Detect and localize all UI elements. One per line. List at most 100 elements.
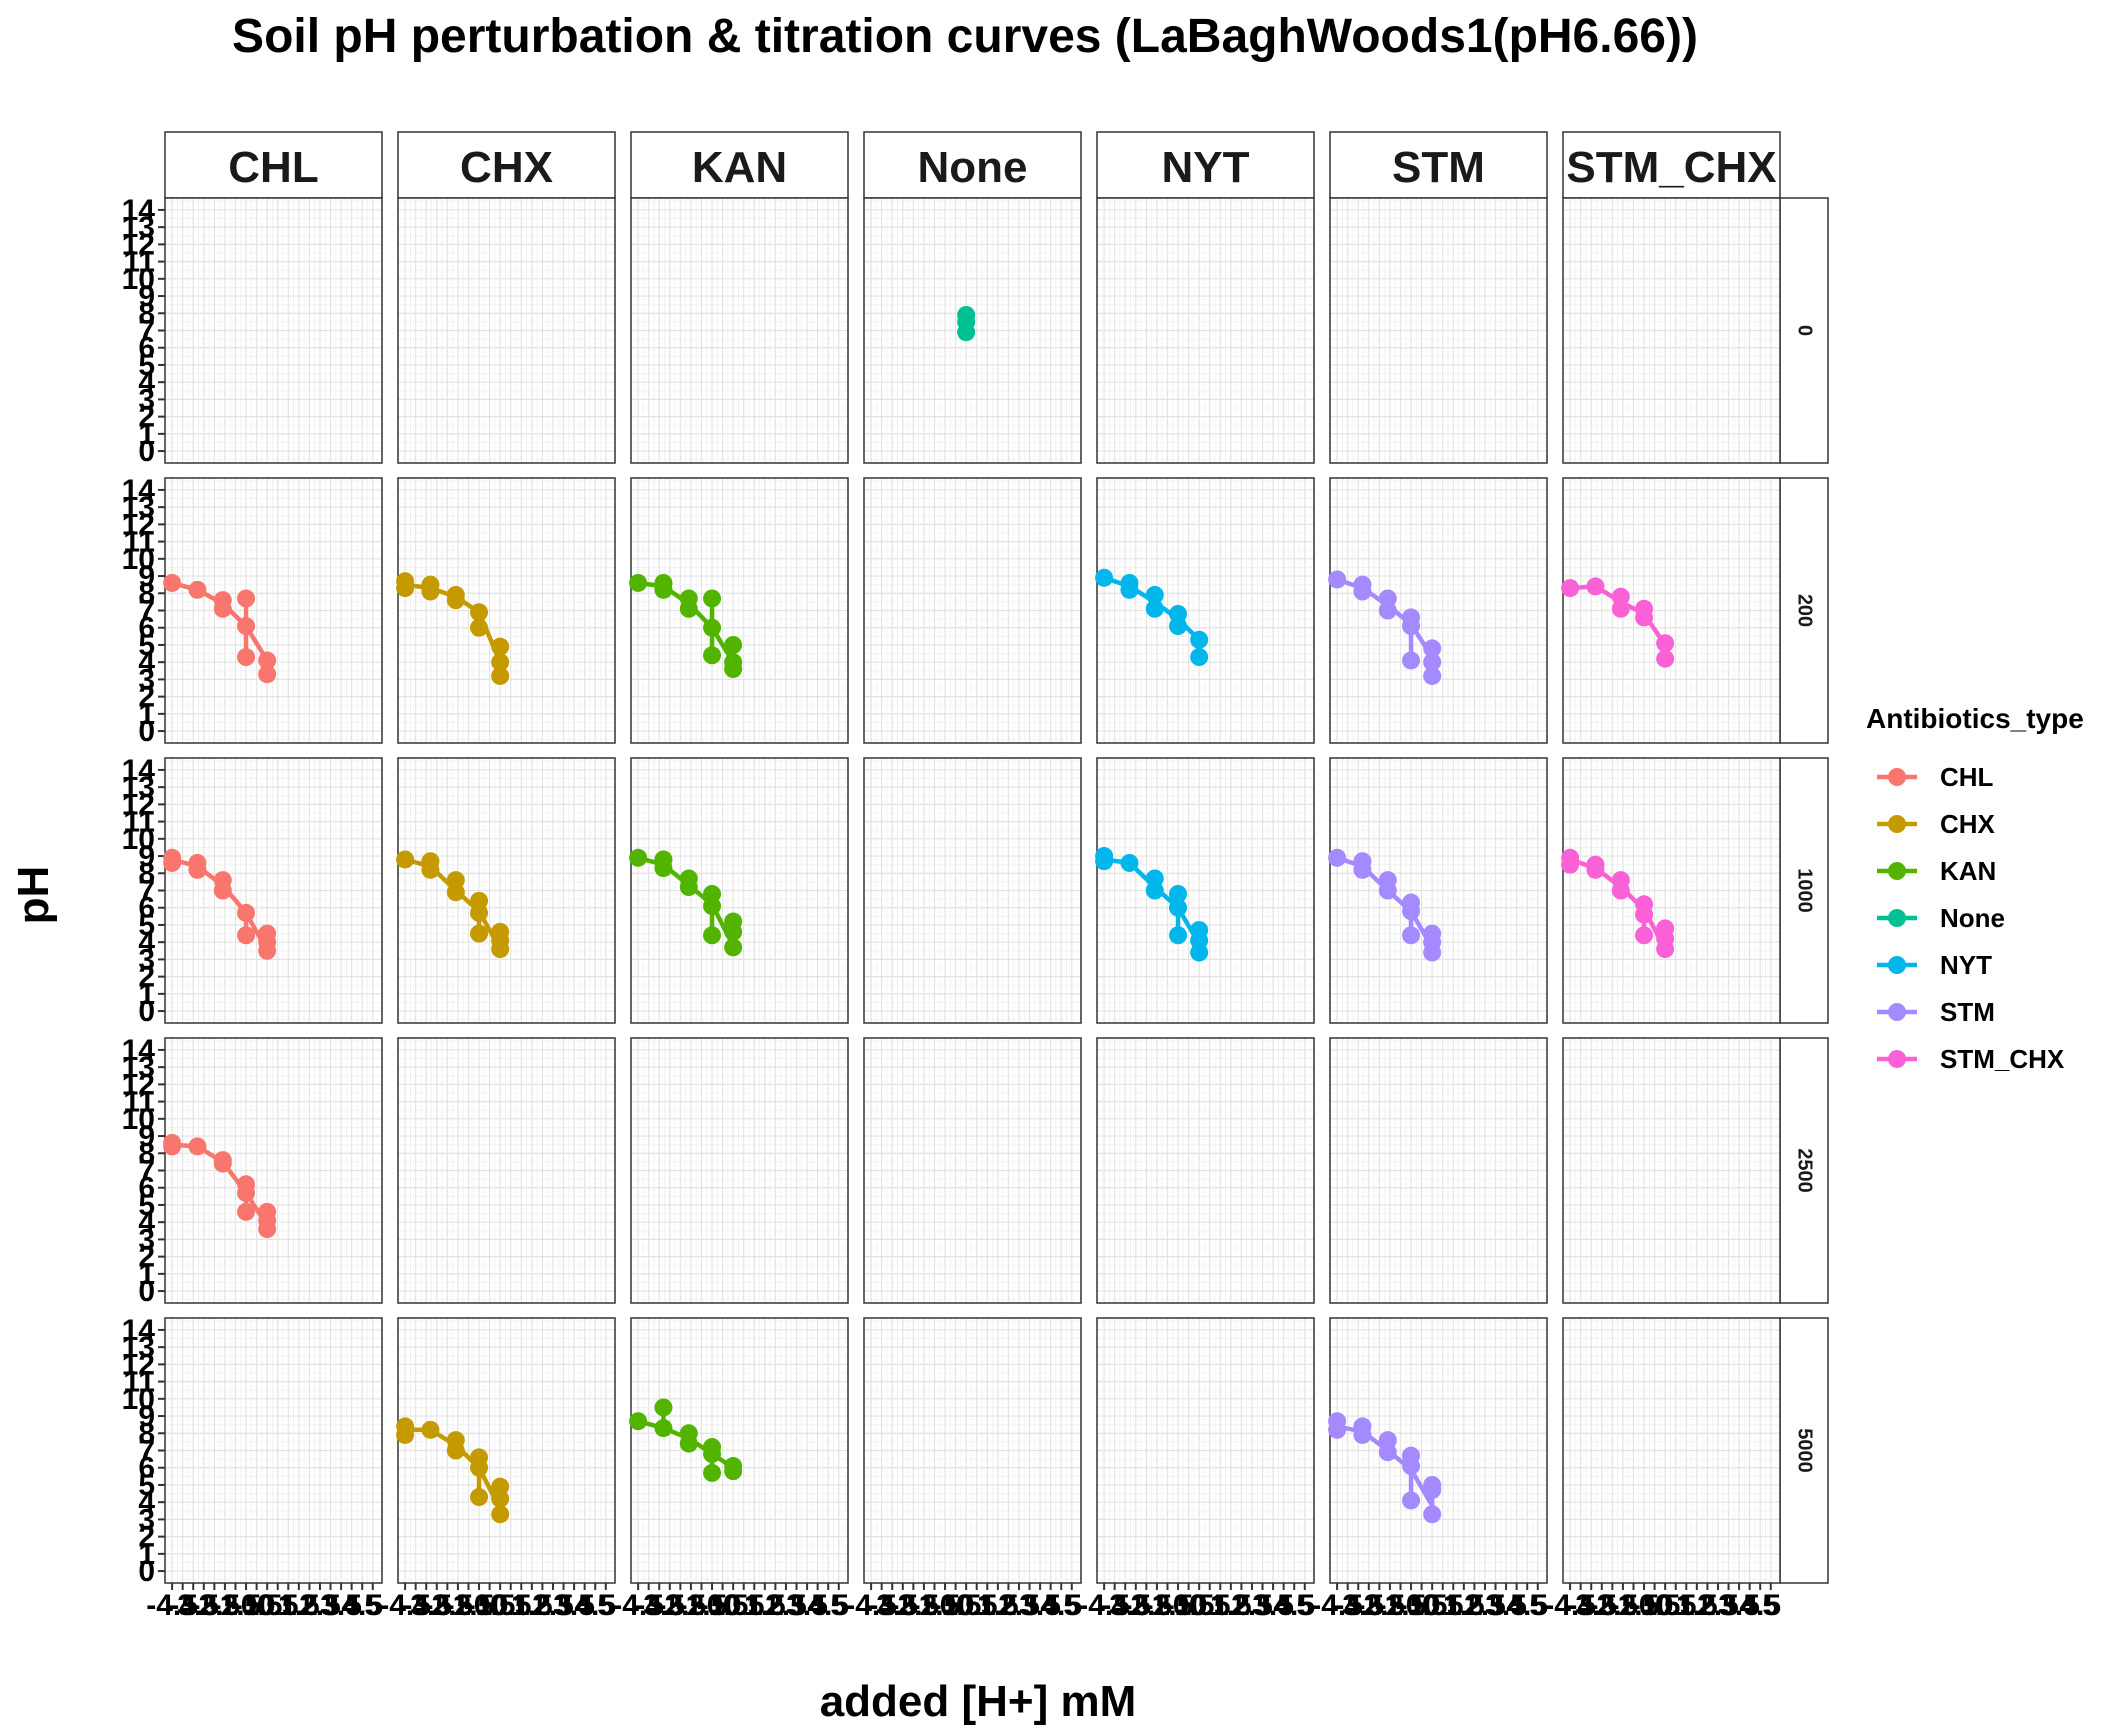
x-tick-label: 1.5 [278, 1589, 320, 1622]
x-tick-label: 2.5 [299, 1589, 341, 1622]
x-tick-label: 4 [576, 1589, 593, 1622]
facet-panel [397, 1317, 616, 1584]
x-tick-label: 2 [301, 1589, 318, 1622]
x-tick-label: -2.5 [1121, 1589, 1173, 1622]
facet-panel [397, 197, 616, 464]
panel-border [630, 1037, 849, 1304]
x-tick-label: 1 [513, 1589, 530, 1622]
x-tick-label: -2.5 [655, 1589, 707, 1622]
facet-panel [1096, 197, 1315, 464]
x-tick-label: 3 [1720, 1589, 1737, 1622]
data-point [629, 573, 648, 592]
facet-panel [397, 1037, 616, 1304]
y-tick-label: 5 [138, 629, 155, 662]
x-tick-label: -1.5 [443, 1589, 495, 1622]
x-tick-label: 2 [1466, 1589, 1483, 1622]
data-point [1423, 1481, 1442, 1500]
facet-col-label: KAN [692, 143, 787, 192]
chart-title: Soil pH perturbation & titration curves … [232, 10, 1698, 63]
data-point [421, 582, 440, 601]
data-point [1656, 940, 1675, 959]
data-point [470, 924, 489, 943]
x-tick-label: 0 [1191, 1589, 1208, 1622]
x-tick-label: -0.5 [231, 1589, 283, 1622]
x-tick-label: -1 [1631, 1589, 1658, 1622]
y-tick-label: 11 [123, 1086, 155, 1119]
data-point [703, 646, 722, 665]
facet-panel [1329, 1317, 1548, 1584]
x-tick-label: 1.5 [1676, 1589, 1718, 1622]
data-point [237, 1202, 256, 1221]
facet-panel [863, 1317, 1082, 1584]
data-point [258, 1220, 277, 1239]
y-tick-label: 5 [138, 1469, 155, 1502]
x-tick-label: -1.5 [676, 1589, 728, 1622]
data-point [1169, 926, 1188, 945]
y-tick-label: 10 [122, 1383, 155, 1416]
facet-panel [1562, 1037, 1781, 1304]
x-tick-label: 4 [343, 1589, 360, 1622]
x-tick-label: 0 [725, 1589, 742, 1622]
x-tick-label: -4 [169, 1589, 196, 1622]
x-tick-label: -0.5 [1163, 1589, 1215, 1622]
facet-row-label: 200 [1794, 594, 1816, 627]
x-tick-label: 4.5 [1739, 1589, 1781, 1622]
facet-panel [863, 757, 1082, 1024]
facet-panel [630, 477, 849, 744]
data-point [703, 926, 722, 945]
x-tick-label: 0.5 [1655, 1589, 1697, 1622]
data-point [724, 922, 743, 941]
x-tick-label: -4 [635, 1589, 662, 1622]
legend-label-nyt: NYT [1940, 950, 1992, 980]
data-point [446, 1441, 465, 1460]
facet-panel [1096, 1037, 1315, 1304]
facet-strip-kan [630, 131, 849, 199]
x-tick-label: -1 [699, 1589, 726, 1622]
y-tick-label: 2 [138, 1521, 155, 1554]
data-point [470, 603, 489, 622]
x-tick-label: 1.5 [744, 1589, 786, 1622]
panel-border [1562, 757, 1781, 1024]
x-tick-label: 2 [1699, 1589, 1716, 1622]
panel-border [1329, 1037, 1548, 1304]
data-point [1423, 1505, 1442, 1524]
y-tick-label: 7 [138, 875, 155, 908]
x-tick-label: -3.5 [167, 1589, 219, 1622]
facet-panel [164, 1317, 383, 1584]
panel-border [1096, 1317, 1315, 1584]
y-tick-label: 0 [138, 995, 155, 1028]
data-point [654, 1398, 673, 1417]
x-tick-label: 1.5 [977, 1589, 1019, 1622]
y-tick-label: 13 [122, 1051, 155, 1084]
x-tick-label: 3 [1487, 1589, 1504, 1622]
y-tick-label: 5 [138, 909, 155, 942]
data-point [679, 1434, 698, 1453]
data-point [1611, 599, 1630, 618]
data-point [1145, 585, 1164, 604]
x-tick-label: -3 [889, 1589, 916, 1622]
x-tick-label: -3 [1122, 1589, 1149, 1622]
x-tick-label: 4.5 [1273, 1589, 1315, 1622]
y-tick-label: 2 [138, 961, 155, 994]
data-point [724, 1462, 743, 1481]
data-point [1402, 902, 1421, 921]
x-tick-label: 0.5 [1189, 1589, 1231, 1622]
y-tick-label: 8 [138, 857, 155, 890]
x-tick-label: -2.5 [1354, 1589, 1406, 1622]
x-tick-label: 4.5 [574, 1589, 616, 1622]
x-tick-label: -1 [932, 1589, 959, 1622]
y-tick-label: 12 [122, 788, 155, 821]
data-point [724, 938, 743, 957]
x-tick-label: 3.5 [553, 1589, 595, 1622]
panel-border [863, 1037, 1082, 1304]
panel-border [397, 757, 616, 1024]
y-tick-label: 8 [138, 1137, 155, 1170]
y-axis-title: pH [9, 866, 58, 925]
data-point [957, 305, 976, 324]
y-tick-label: 14 [122, 1314, 156, 1347]
x-tick-label: 2.5 [765, 1589, 807, 1622]
data-point [1328, 1420, 1347, 1439]
y-tick-label: 7 [138, 595, 155, 628]
data-point [163, 853, 182, 872]
facet-panel [1562, 477, 1781, 744]
